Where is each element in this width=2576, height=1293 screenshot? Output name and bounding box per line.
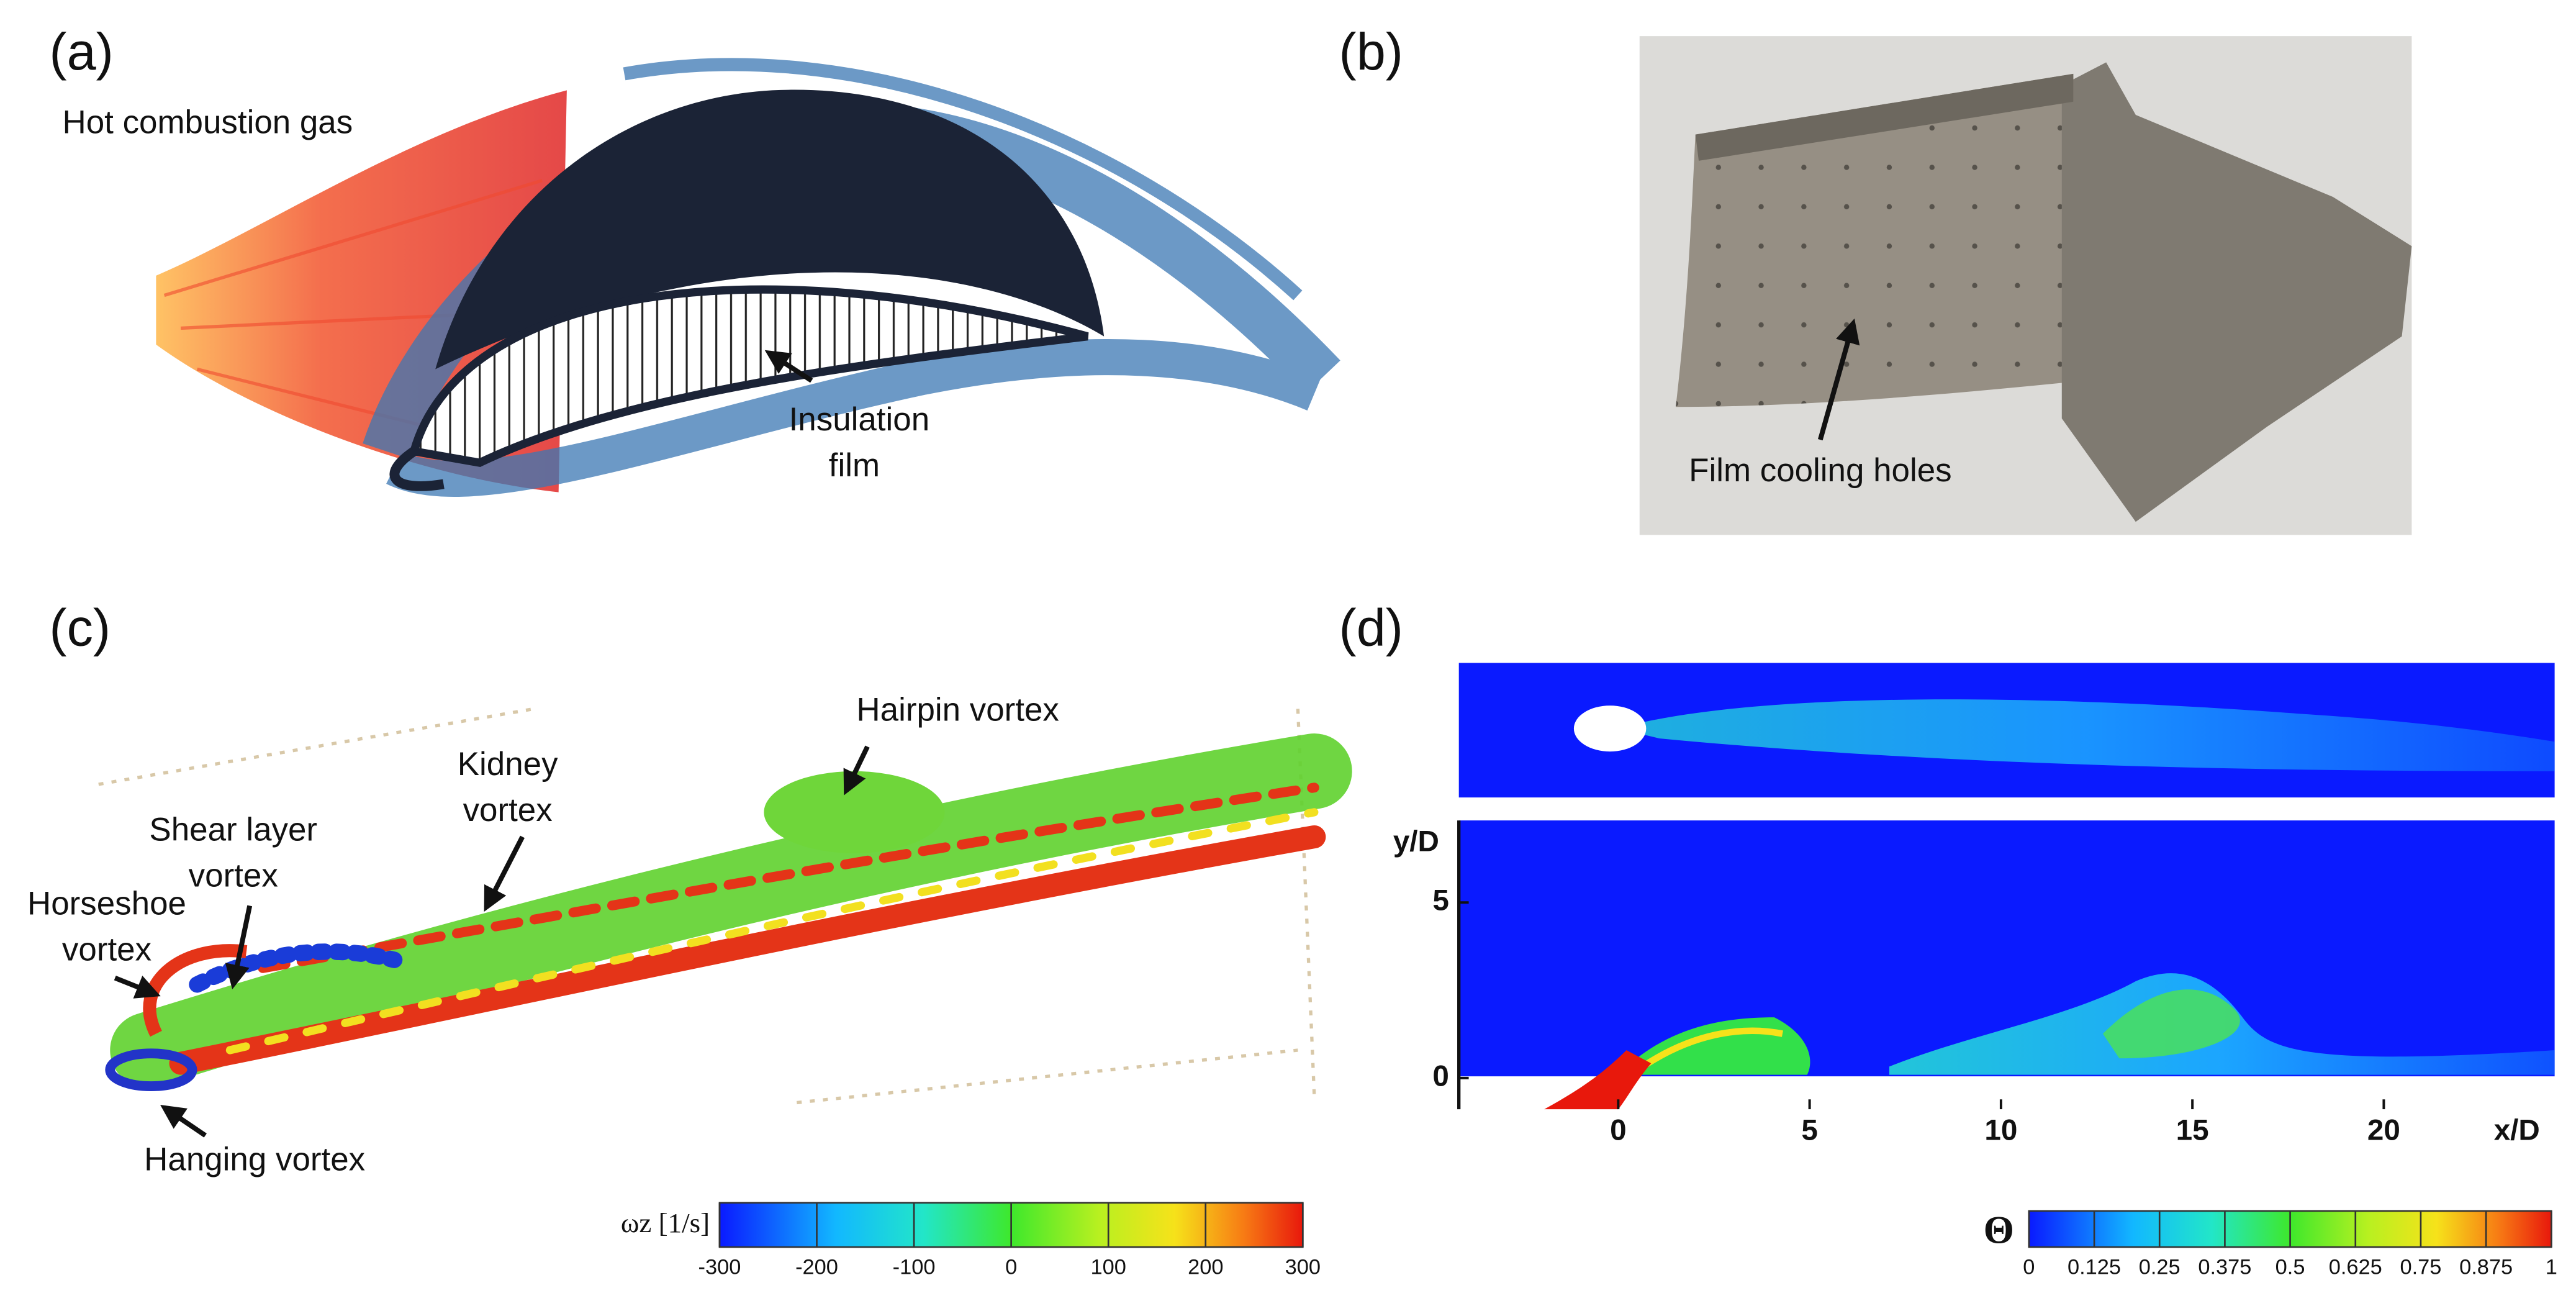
- colorbar-tick-label: 0: [2023, 1255, 2035, 1279]
- colorbar-tick-label: 0.875: [2459, 1255, 2513, 1279]
- annotation: Insulation: [789, 401, 930, 438]
- panel-label: (b): [1339, 22, 1403, 81]
- x-tick-label: 0: [1610, 1114, 1626, 1147]
- colorbar-tick-label: -100: [893, 1255, 936, 1279]
- colorbar-tick-label: -300: [698, 1255, 741, 1279]
- colorbar-label: Θ: [1984, 1207, 2014, 1251]
- colorbar-c: ωz [1/s] -300 -200 -100 0 100 200 300: [621, 1202, 1321, 1279]
- colorbar-tick-label: 100: [1091, 1255, 1126, 1279]
- annotation: film: [829, 447, 880, 484]
- annotation: Hairpin vortex: [856, 692, 1059, 728]
- x-tick-label: 5: [1801, 1114, 1817, 1147]
- panel-c-image: [98, 707, 1352, 1105]
- panel-label: (a): [49, 22, 113, 81]
- x-tick-label: 15: [2176, 1114, 2209, 1147]
- annotation: Shear layer: [149, 812, 317, 848]
- x-tick-label: 10: [1984, 1114, 2017, 1147]
- colorbar-tick-label: 200: [1188, 1255, 1223, 1279]
- panel-d-image: [1457, 663, 2555, 1110]
- arrows: [114, 318, 1860, 1138]
- colorbar-tick-label: 300: [1285, 1255, 1321, 1279]
- colorbar-frame: [718, 1202, 1304, 1248]
- colorbar-tick-label: 0.375: [2198, 1255, 2251, 1279]
- annotation: Kidney: [458, 746, 558, 783]
- colorbar-tick-label: 0.625: [2329, 1255, 2382, 1279]
- panel-a-image: [156, 58, 1340, 497]
- y-tick-label: 0: [1432, 1059, 1448, 1092]
- annotation: vortex: [189, 858, 278, 894]
- panel-label: (d): [1339, 598, 1403, 657]
- panel-label: (c): [49, 598, 111, 657]
- colorbar-tick-label: 0: [1005, 1255, 1017, 1279]
- x-tick-label: 20: [2367, 1114, 2400, 1147]
- x-axis-label: x/D: [2494, 1114, 2540, 1147]
- y-tick-label: 5: [1432, 884, 1448, 917]
- labels: (a) (b) (c) (d) Hot combustion gas Insulation…: [27, 22, 2540, 1177]
- colorbar-tick-label: 0.125: [2068, 1255, 2121, 1279]
- annotation: vortex: [62, 931, 151, 968]
- annotation: Hanging vortex: [144, 1141, 365, 1178]
- panel-b-image: [1639, 36, 2412, 535]
- annotation: Film cooling holes: [1689, 452, 1952, 489]
- colorbar-frame: [2028, 1210, 2552, 1248]
- colorbar-tick-label: 1: [2546, 1255, 2557, 1279]
- colorbar-label: ωz [1/s]: [621, 1207, 710, 1238]
- annotation: vortex: [463, 792, 553, 828]
- y-axis-label: y/D: [1393, 825, 1439, 858]
- colorbar-d: Θ0 0.125 0.25 0.375 0.5 0.625 0.75 0.875 1: [1984, 1207, 2557, 1279]
- colorbar-tick-label: 0.75: [2400, 1255, 2441, 1279]
- colorbar-tick-label: 0.5: [2275, 1255, 2305, 1279]
- annotation: Hot combustion gas: [63, 104, 353, 141]
- colorbar-tick-label: 0.25: [2139, 1255, 2181, 1279]
- colorbar-tick-label: -200: [795, 1255, 838, 1279]
- annotation: Horseshoe: [27, 885, 186, 922]
